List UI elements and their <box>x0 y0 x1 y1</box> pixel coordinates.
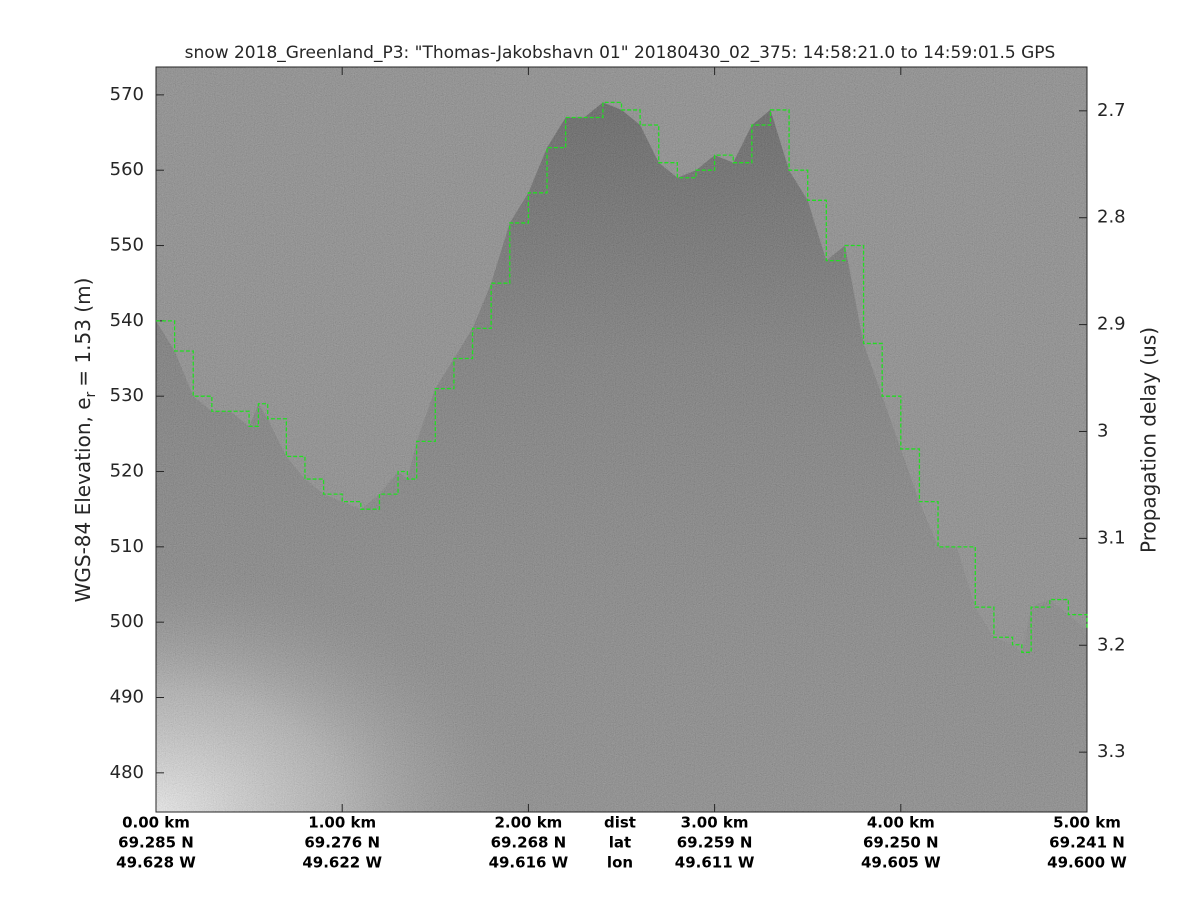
chart-title: snow 2018_Greenland_P3: "Thomas-Jakobsha… <box>185 43 1056 63</box>
y-tick-label: 520 <box>110 461 144 482</box>
y2-tick-label: 2.8 <box>1097 207 1126 228</box>
y2-axis-label: Propagation delay (us) <box>1137 327 1161 553</box>
lat-label: 69.276 N <box>304 834 380 852</box>
y-tick-label: 540 <box>110 310 144 331</box>
y-tick-label: 570 <box>110 84 144 105</box>
lat-label: 69.241 N <box>1049 834 1125 852</box>
lon-label: 49.605 W <box>861 854 941 872</box>
y2-tick-label: 2.7 <box>1097 100 1126 121</box>
row-label: lon <box>607 854 633 872</box>
y-tick-label: 490 <box>110 687 144 708</box>
lat-label: 69.250 N <box>863 834 939 852</box>
lon-label: 49.616 W <box>489 854 569 872</box>
noise <box>156 67 1087 812</box>
surface-line <box>156 101 1088 653</box>
y2-tick-label: 3.1 <box>1097 527 1126 548</box>
y-axis-label: WGS-84 Elevation, er = 1.53 (m) <box>71 278 100 603</box>
lon-label: 49.611 W <box>675 854 755 872</box>
y-label-sub: r <box>83 391 99 397</box>
y-tick-label: 560 <box>110 159 144 180</box>
x-tick-label: 1.00 km <box>308 814 376 832</box>
y-tick-label: 500 <box>110 611 144 632</box>
row-label: lat <box>609 834 631 852</box>
lon-label: 49.628 W <box>116 854 196 872</box>
x-tick-label: 4.00 km <box>867 814 935 832</box>
lon-label: 49.600 W <box>1047 854 1127 872</box>
x-tick-label: 0.00 km <box>122 814 190 832</box>
y-tick-label: 550 <box>110 235 144 256</box>
y-tick-label: 530 <box>110 385 144 406</box>
y2-tick-label: 3.3 <box>1097 741 1126 762</box>
row-label: dist <box>604 814 636 832</box>
x-tick-label: 2.00 km <box>494 814 562 832</box>
lat-label: 69.268 N <box>491 834 567 852</box>
lat-label: 69.285 N <box>118 834 194 852</box>
y-label-tail: = 1.53 (m) <box>71 278 95 387</box>
y2-tick-label: 3 <box>1097 420 1108 441</box>
lat-label: 69.259 N <box>677 834 753 852</box>
frame <box>155 66 1088 813</box>
y-label-main: WGS-84 Elevation, e <box>71 397 95 602</box>
plot-area <box>156 67 1087 812</box>
y-tick-label: 510 <box>110 536 144 557</box>
y-tick-label: 480 <box>110 762 144 783</box>
y2-tick-label: 3.2 <box>1097 634 1126 655</box>
lon-label: 49.622 W <box>302 854 382 872</box>
y2-tick-label: 2.9 <box>1097 314 1126 335</box>
x-tick-label: 3.00 km <box>681 814 749 832</box>
x-tick-label: 5.00 km <box>1053 814 1121 832</box>
